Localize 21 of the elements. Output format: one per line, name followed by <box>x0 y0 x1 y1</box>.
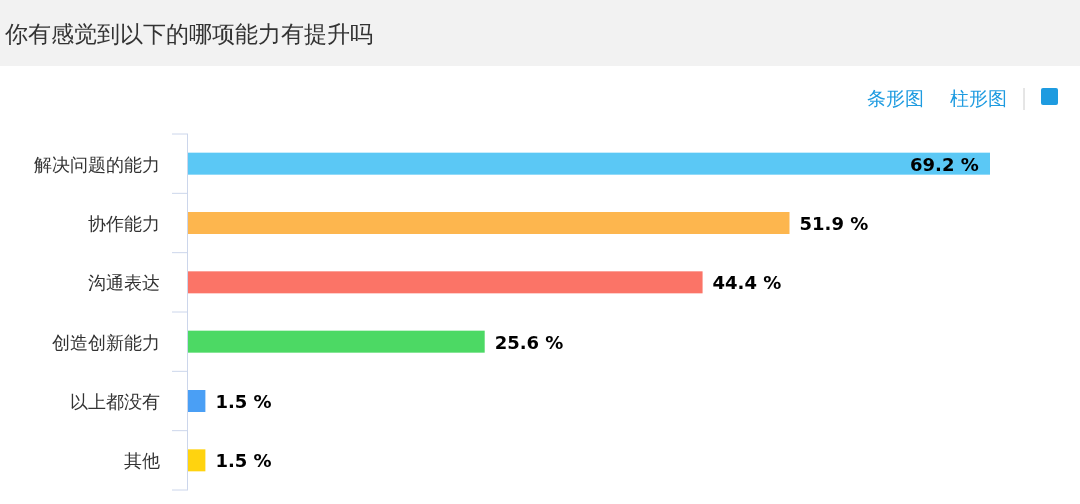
y-tick-label: 其他 <box>124 450 160 472</box>
bar <box>188 449 206 472</box>
data-label: 44.4 % <box>712 272 782 294</box>
data-label: 1.5 % <box>215 391 272 412</box>
text: 柱形图 <box>949 87 1007 109</box>
y-tick-label: 沟通表达 <box>88 272 160 294</box>
y-tick-label: 创造创新能力 <box>52 331 160 353</box>
data-label: 51.9 % <box>799 213 869 234</box>
y-tick-label: 协作能力 <box>88 213 160 234</box>
data-label: 1.5 % <box>215 450 272 472</box>
y-tick-label: 以上都没有 <box>70 391 160 412</box>
bar <box>188 212 790 234</box>
bar <box>188 390 206 412</box>
bar <box>188 271 703 294</box>
data-label: 25.6 % <box>494 331 564 353</box>
y-tick-label: 解决问题的能力 <box>34 153 160 175</box>
bar <box>188 330 485 353</box>
text: 条形图 <box>866 87 924 109</box>
chart-title: 你有感觉到以下的哪项能力有提升吗 <box>4 21 373 47</box>
bar <box>188 152 990 175</box>
data-label: 69.2 % <box>910 153 979 175</box>
